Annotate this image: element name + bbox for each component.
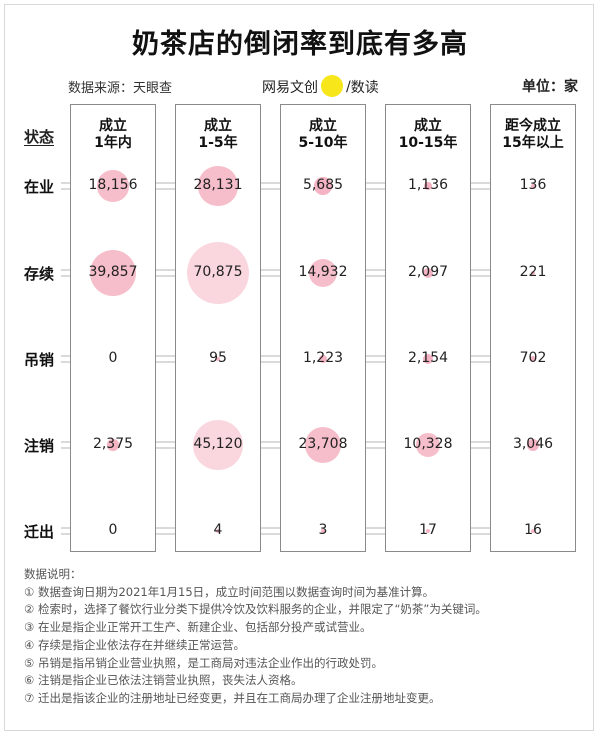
value-label: 3,046: [512, 436, 554, 452]
row-label-5: 迁出: [24, 523, 55, 541]
bubble-mark: [526, 438, 540, 452]
bubble-mark: [89, 249, 137, 297]
column-header-line1: 距今成立: [505, 118, 561, 134]
column-header-line2: 5-10年: [298, 135, 348, 151]
brand-right: 数读: [350, 80, 379, 96]
row-label-1: 在业: [24, 178, 55, 196]
value-label: 1,223: [302, 350, 344, 366]
value-label: 4: [213, 522, 223, 538]
bubble-mark: [97, 170, 129, 202]
column-header-1: 成立 1年内: [70, 118, 156, 152]
bubble-mark: [318, 354, 328, 364]
unit-label: 单位：家: [522, 79, 578, 95]
value-label: 45,120: [193, 436, 243, 452]
value-label: 2,097: [407, 264, 449, 280]
column-header-line1: 成立: [414, 118, 442, 134]
brand-left: 网易文创: [262, 80, 318, 96]
bubble-mark: [216, 529, 220, 533]
note-1: ① 数据查询日期为2021年1月15日，成立时间范围以数据查询时间为基准计算。: [24, 584, 435, 599]
notes: 数据说明： ① 数据查询日期为2021年1月15日，成立时间范围以数据查询时间为…: [24, 566, 487, 708]
brand-separator: /: [346, 79, 351, 95]
value-label: 136: [519, 177, 547, 193]
bubble-mark: [422, 353, 434, 365]
note-7: ⑦ 迁出是指该企业的注册地址已经变更，并且在工商局办理了企业注册地址变更。: [24, 690, 441, 705]
column-header-2: 成立 1-5年: [175, 118, 261, 152]
row-label-2: 存续: [24, 265, 55, 283]
bubble-mark: [198, 166, 238, 206]
column-header-line1: 成立: [204, 118, 232, 134]
value-label: 221: [519, 264, 547, 280]
column-header-3: 成立 5-10年: [280, 118, 366, 152]
logo-icon: [321, 75, 343, 97]
note-2: ② 检索时，选择了餐饮行业分类下提供冷饮及饮料服务的企业，并限定了“奶茶”为关键…: [24, 602, 487, 617]
bubble-mark: [187, 242, 249, 304]
data-source: 数据来源：天眼查: [68, 81, 173, 96]
value-label: 0: [108, 522, 118, 538]
column-header-line1: 成立: [99, 118, 127, 134]
column-header-line2: 1年内: [94, 135, 132, 151]
value-label: 2,154: [407, 350, 449, 366]
value-label: 23,708: [298, 436, 348, 452]
value-label: 5,685: [302, 177, 344, 193]
value-label: 95: [209, 350, 227, 366]
value-label: 1,136: [407, 177, 449, 193]
bubble-mark: [216, 357, 220, 361]
bubble-mark: [107, 439, 119, 451]
column-header-4: 成立 10-15年: [385, 118, 471, 152]
value-label: 16: [524, 522, 542, 538]
value-label: 2,375: [92, 436, 134, 452]
bubble-mark: [308, 258, 338, 288]
row-label-4: 注销: [24, 437, 55, 455]
column-header-line2: 15年以上: [502, 135, 564, 151]
bubble-mark: [531, 529, 535, 533]
column-card-3: [280, 104, 366, 552]
value-label: 14,932: [298, 264, 348, 280]
value-label: 28,131: [193, 177, 243, 193]
bubble-mark: [424, 182, 432, 190]
note-5: ⑤ 吊销是指吊销企业营业执照，是工商局对违法企业作出的行政处罚。: [24, 655, 383, 670]
value-label: 10,328: [403, 436, 453, 452]
column-header-line1: 成立: [309, 118, 337, 134]
value-label: 70,875: [193, 264, 243, 280]
value-label: 39,857: [88, 264, 138, 280]
value-label: 17: [419, 522, 437, 538]
value-label: 18,156: [88, 177, 138, 193]
column-header-line2: 1-5年: [198, 135, 238, 151]
bubble-mark: [193, 420, 243, 470]
row-header: 状态: [24, 128, 55, 146]
bubble-mark: [531, 184, 535, 188]
bubble-mark: [426, 529, 430, 533]
value-label: 702: [519, 350, 547, 366]
column-header-5: 距今成立 15年以上: [490, 118, 576, 152]
note-6: ⑥ 注销是指企业已依法注销营业执照，丧失法人资格。: [24, 673, 303, 688]
column-card-5: [490, 104, 576, 552]
bubble-mark: [321, 529, 325, 533]
brand: 网易文创 / 数读: [262, 75, 379, 98]
column-header-line2: 10-15年: [398, 135, 458, 151]
value-label: 0: [108, 350, 118, 366]
bubble-mark: [531, 271, 535, 275]
bubble-mark: [529, 355, 537, 363]
value-label: 3: [318, 522, 328, 538]
note-3: ③ 在业是指企业正常开工生产、新建企业、包括部分投产或试营业。: [24, 620, 372, 635]
row-label-3: 吊销: [24, 351, 55, 369]
note-4: ④ 存续是指企业依法存在并继续正常运营。: [24, 637, 245, 652]
bubble-mark: [416, 433, 440, 457]
notes-title: 数据说明：: [24, 567, 82, 581]
bubble-mark: [305, 427, 341, 463]
bubble-mark: [422, 267, 434, 279]
page-title: 奶茶店的倒闭率到底有多高: [132, 29, 468, 60]
column-card-4: [385, 104, 471, 552]
bubble-mark: [314, 177, 332, 195]
